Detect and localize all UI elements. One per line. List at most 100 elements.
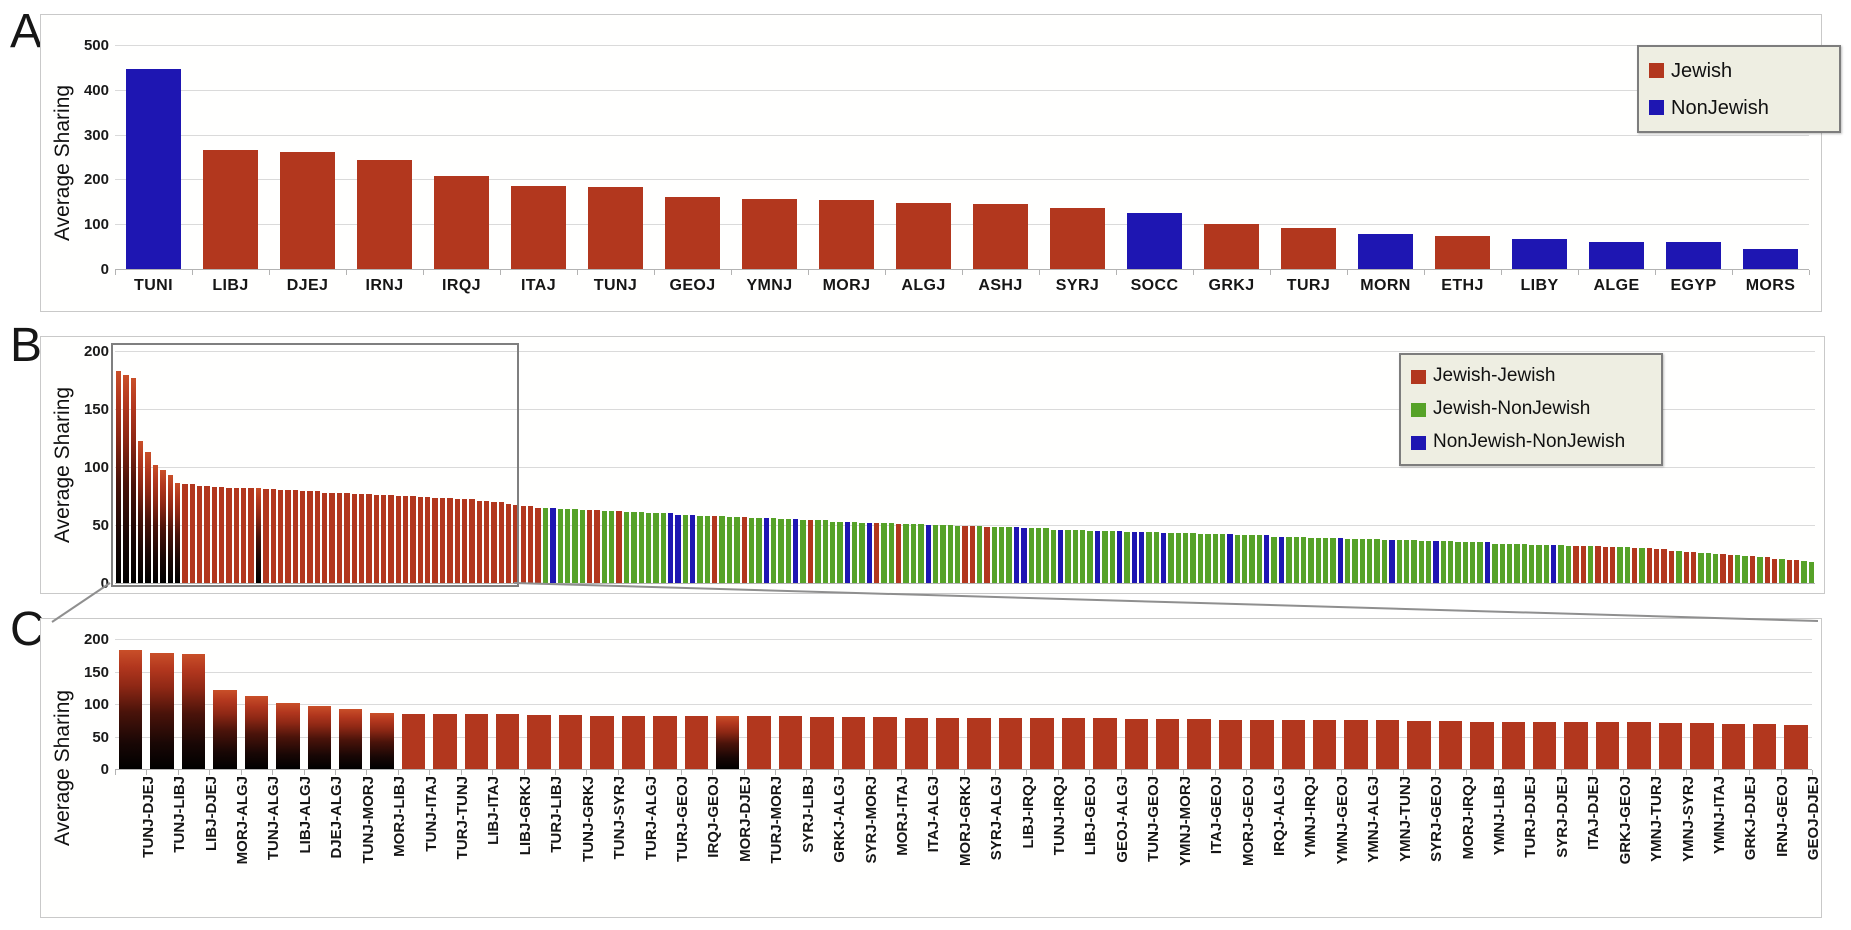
bar-b-176 bbox=[1403, 540, 1410, 583]
panel-a-letter: A bbox=[10, 5, 43, 58]
bar-b-75 bbox=[660, 513, 666, 583]
bar-b-4 bbox=[138, 441, 144, 583]
x-label-TUNJ-GRKJ: TUNJ-GRKJ bbox=[579, 776, 597, 862]
bar-b-170 bbox=[1359, 538, 1366, 583]
bar-b-74 bbox=[653, 513, 659, 583]
y-tick-label: 0 bbox=[100, 575, 109, 592]
bar-YMNJ-MORJ bbox=[1155, 718, 1180, 769]
y-tick-label: 100 bbox=[83, 696, 109, 713]
x-label-YMNJ-ITAJ: YMNJ-ITAJ bbox=[1711, 776, 1728, 855]
bar-b-22 bbox=[270, 489, 276, 583]
x-tick-mark bbox=[523, 770, 525, 775]
bar-b-95 bbox=[807, 520, 814, 583]
bar-b-227 bbox=[1779, 558, 1785, 583]
bar-b-60 bbox=[550, 507, 556, 583]
bar-b-148 bbox=[1197, 534, 1204, 583]
x-tick-mark bbox=[115, 770, 116, 775]
bar-b-120 bbox=[991, 527, 998, 583]
bar-b-130 bbox=[1065, 529, 1071, 583]
bar-b-145 bbox=[1175, 533, 1182, 583]
bar-b-19 bbox=[248, 487, 254, 583]
bar-b-33 bbox=[351, 493, 357, 583]
bar-b-81 bbox=[704, 515, 711, 583]
bar-GEOJ bbox=[665, 197, 720, 269]
bar-b-13 bbox=[204, 485, 210, 583]
bar-b-80 bbox=[697, 515, 703, 583]
bar-b-63 bbox=[572, 508, 578, 583]
bar-b-146 bbox=[1183, 533, 1189, 583]
bar-b-91 bbox=[778, 519, 784, 583]
legend-item-jewish: Jewish bbox=[1649, 54, 1827, 87]
bar-b-133 bbox=[1087, 530, 1093, 583]
y-tick-label: 0 bbox=[100, 261, 109, 278]
x-label-IRQJ-ALGJ: IRQJ-ALGJ bbox=[1271, 776, 1289, 857]
bar-b-23 bbox=[277, 490, 284, 583]
bar-b-122 bbox=[1006, 527, 1012, 583]
bar-ETHJ bbox=[1435, 236, 1490, 269]
bar-b-222 bbox=[1742, 556, 1748, 583]
bar-MORS bbox=[1743, 248, 1798, 269]
bar-b-203 bbox=[1602, 547, 1608, 583]
bar-b-108 bbox=[903, 523, 909, 583]
x-tick-mark bbox=[649, 770, 651, 775]
bar-b-197 bbox=[1558, 544, 1564, 583]
bar-b-178 bbox=[1418, 541, 1424, 583]
bar-b-153 bbox=[1234, 535, 1240, 583]
x-label-TURJ: TURJ bbox=[1286, 277, 1331, 294]
bar-b-149 bbox=[1205, 534, 1211, 583]
x-tick-mark bbox=[869, 770, 871, 775]
bar-b-134 bbox=[1094, 530, 1101, 583]
x-tick-mark bbox=[1277, 770, 1279, 775]
bar-TUNJ-ITAJ bbox=[401, 713, 426, 769]
bar-b-46 bbox=[447, 498, 453, 583]
x-tick-mark bbox=[423, 270, 424, 275]
bar-SYRJ-ALGJ bbox=[967, 717, 991, 769]
bars-b bbox=[115, 351, 1815, 583]
bar-b-89 bbox=[763, 518, 769, 583]
x-tick-mark bbox=[808, 270, 809, 275]
gridline-y-300 bbox=[115, 134, 1809, 136]
bar-b-6 bbox=[152, 464, 159, 583]
x-label-EGYP: EGYP bbox=[1670, 277, 1717, 294]
legend-item-nonjewish: NonJewish bbox=[1649, 91, 1827, 124]
bar-b-78 bbox=[682, 514, 689, 583]
bar-LIBJ-DJEJ bbox=[181, 653, 206, 769]
x-label-LIBJ-DJEJ: LIBJ-DJEJ bbox=[202, 776, 220, 852]
bar-b-105 bbox=[881, 522, 887, 583]
bar-b-44 bbox=[432, 498, 438, 583]
bar-SYRJ-MORJ bbox=[841, 717, 866, 769]
bar-b-230 bbox=[1801, 560, 1807, 583]
x-label-YMNJ-SYRJ: YMNJ-SYRJ bbox=[1679, 776, 1697, 862]
zoom-selection-box bbox=[111, 343, 519, 587]
bar-b-157 bbox=[1264, 535, 1270, 583]
legend-label: NonJewish-NonJewish bbox=[1433, 431, 1626, 453]
bar-MORJ-ALGJ bbox=[213, 689, 237, 769]
x-label-TURJ-GEOJ: TURJ-GEOJ bbox=[673, 776, 691, 862]
y-tick-label: 100 bbox=[83, 216, 109, 234]
x-label-LIBJ-GEOJ: LIBJ-GEOJ bbox=[1082, 776, 1100, 856]
bar-b-136 bbox=[1109, 530, 1115, 583]
bar-b-209 bbox=[1646, 548, 1653, 583]
bar-b-101 bbox=[851, 521, 858, 583]
x-tick-mark bbox=[680, 770, 682, 775]
bar-b-85 bbox=[734, 516, 740, 583]
bar-MORJ-DJEJ bbox=[716, 715, 740, 769]
bar-b-190 bbox=[1506, 543, 1513, 583]
bar-b-102 bbox=[859, 522, 865, 583]
bar-b-50 bbox=[476, 500, 482, 583]
panel-c-letter: C bbox=[10, 603, 45, 656]
x-tick-mark bbox=[492, 770, 494, 775]
bar-TUNJ bbox=[588, 186, 643, 269]
legend-label: Jewish-Jewish bbox=[1433, 365, 1556, 387]
bar-b-114 bbox=[947, 525, 953, 583]
bar-b-26 bbox=[299, 491, 306, 583]
bar-b-151 bbox=[1219, 534, 1226, 583]
gridline-y-100 bbox=[115, 704, 1812, 705]
bar-b-161 bbox=[1293, 536, 1299, 583]
bar-LIBJ-ALGJ bbox=[276, 702, 300, 769]
bar-ASHJ bbox=[973, 203, 1028, 269]
bar-b-17 bbox=[233, 487, 240, 583]
bar-b-129 bbox=[1058, 529, 1064, 583]
bar-b-208 bbox=[1639, 548, 1645, 583]
